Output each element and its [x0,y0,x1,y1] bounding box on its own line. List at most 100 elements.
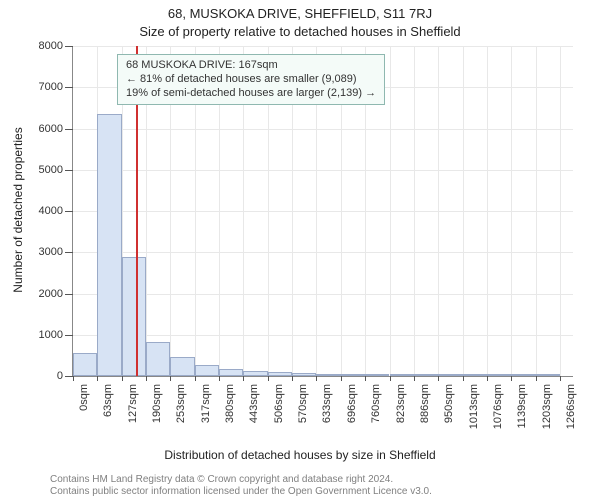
x-tick [487,376,488,381]
x-tick [365,376,366,381]
x-tick-label: 443sqm [248,384,260,444]
y-tick-label: 4000 [18,205,63,217]
histogram-bar [243,371,267,376]
plot-area: 0100020003000400050006000700080000sqm63s… [72,46,573,377]
x-tick-label: 1266sqm [565,384,577,444]
gridline-v [438,46,439,376]
x-tick-label: 950sqm [443,384,455,444]
gridline-h [73,170,573,171]
gridline-v [536,46,537,376]
x-tick [390,376,391,381]
gridline-v [487,46,488,376]
x-tick-label: 633sqm [321,384,333,444]
x-tick-label: 253sqm [175,384,187,444]
histogram-bar [487,374,511,376]
x-tick [268,376,269,381]
gridline-v [560,46,561,376]
credits-line: Contains public sector information licen… [50,486,432,498]
y-tick [65,211,73,212]
y-tick-label: 1000 [18,329,63,341]
histogram-bar [170,357,194,376]
x-tick [511,376,512,381]
credits-text: Contains HM Land Registry data © Crown c… [50,474,432,498]
gridline-h [73,294,573,295]
x-tick-label: 317sqm [200,384,212,444]
x-tick [438,376,439,381]
x-tick-label: 1013sqm [468,384,480,444]
gridline-h [73,252,573,253]
x-tick [341,376,342,381]
x-tick-label: 886sqm [419,384,431,444]
x-tick-label: 127sqm [127,384,139,444]
x-tick-label: 1076sqm [492,384,504,444]
gridline-h [73,129,573,130]
x-tick [292,376,293,381]
x-tick-label: 760sqm [370,384,382,444]
histogram-bar [438,374,462,376]
info-box-line: 19% of semi-detached houses are larger (… [126,87,376,101]
info-box: 68 MUSKOKA DRIVE: 167sqm← 81% of detache… [117,54,385,105]
x-tick [97,376,98,381]
y-tick-label: 8000 [18,40,63,52]
gridline-h [73,46,573,47]
y-tick [65,87,73,88]
y-tick-label: 5000 [18,164,63,176]
y-tick-label: 6000 [18,123,63,135]
x-tick-label: 190sqm [151,384,163,444]
y-tick [65,376,73,377]
x-tick [560,376,561,381]
histogram-bar [463,374,487,376]
histogram-bar [536,374,560,376]
histogram-bar [292,373,316,376]
gridline-h [73,211,573,212]
histogram-bar [73,353,97,376]
info-box-line: ← 81% of detached houses are smaller (9,… [126,73,376,87]
y-tick [65,294,73,295]
histogram-bar [219,369,243,376]
histogram-bar [146,342,170,376]
x-tick-label: 0sqm [78,384,90,444]
y-tick-label: 3000 [18,246,63,258]
x-tick [536,376,537,381]
y-tick-label: 2000 [18,288,63,300]
x-tick [122,376,123,381]
y-tick-label: 0 [18,370,63,382]
histogram-bar [414,374,438,376]
histogram-bar [511,374,535,376]
x-tick [463,376,464,381]
x-tick [146,376,147,381]
x-tick-label: 823sqm [395,384,407,444]
x-tick-label: 1203sqm [541,384,553,444]
x-tick-label: 506sqm [273,384,285,444]
chart-title-address: 68, MUSKOKA DRIVE, SHEFFIELD, S11 7RJ [0,6,600,21]
histogram-bar [316,374,340,376]
x-tick [195,376,196,381]
x-tick-label: 570sqm [297,384,309,444]
histogram-bar [122,257,146,376]
y-tick-label: 7000 [18,81,63,93]
x-tick [243,376,244,381]
histogram-bar [97,114,121,376]
y-tick [65,129,73,130]
x-tick [316,376,317,381]
x-axis-label: Distribution of detached houses by size … [0,448,600,462]
y-tick [65,46,73,47]
chart-container: 68, MUSKOKA DRIVE, SHEFFIELD, S11 7RJ Si… [0,0,600,500]
credits-line: Contains HM Land Registry data © Crown c… [50,474,432,486]
x-tick [73,376,74,381]
gridline-v [463,46,464,376]
gridline-v [511,46,512,376]
gridline-h [73,335,573,336]
histogram-bar [341,374,365,376]
gridline-v [414,46,415,376]
y-tick [65,252,73,253]
histogram-bar [268,372,292,376]
histogram-bar [365,374,389,376]
x-tick-label: 63sqm [102,384,114,444]
histogram-bar [195,365,219,376]
info-box-line: 68 MUSKOKA DRIVE: 167sqm [126,59,376,73]
x-tick-label: 380sqm [224,384,236,444]
y-tick [65,170,73,171]
histogram-bar [390,374,414,376]
gridline-v [390,46,391,376]
